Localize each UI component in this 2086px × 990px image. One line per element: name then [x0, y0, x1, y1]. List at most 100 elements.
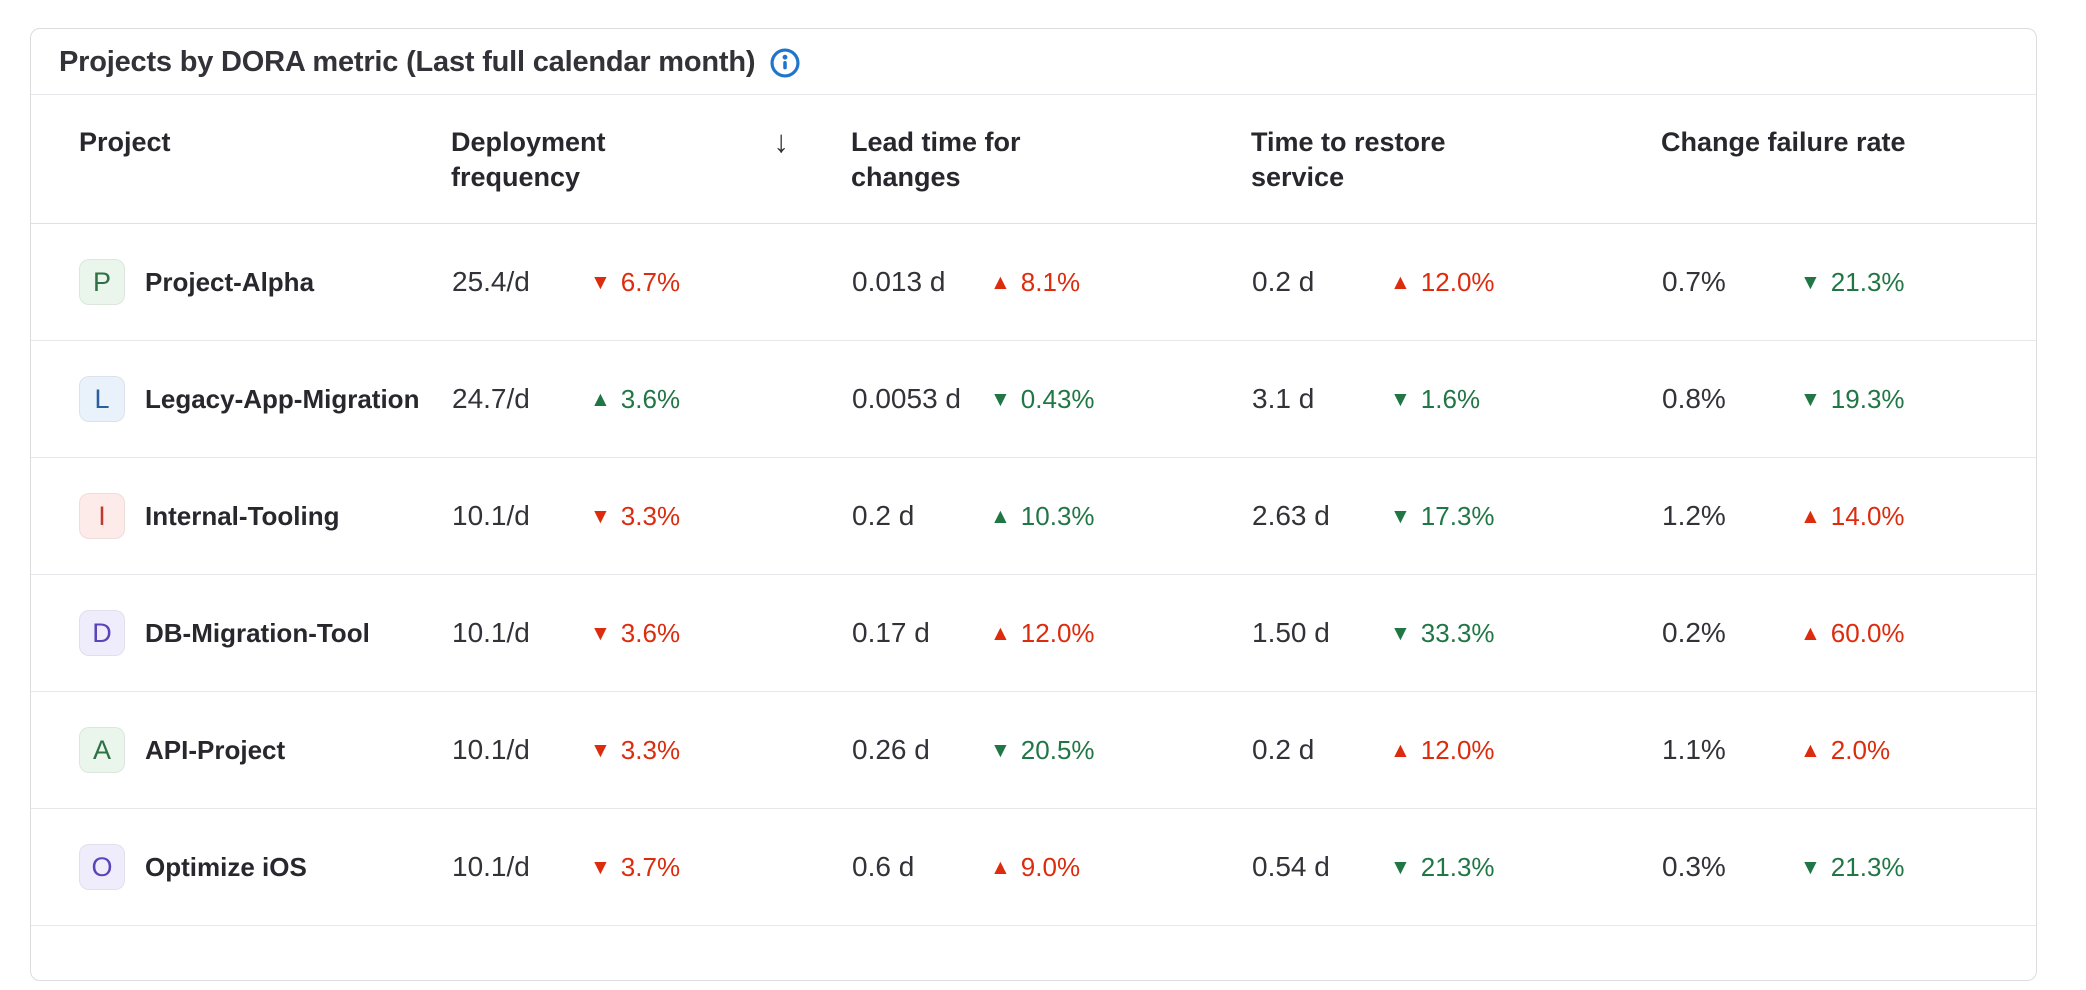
trend-icon: ▼ [990, 738, 1011, 762]
metric-value: 10.1/d [452, 851, 530, 883]
table-row: I Internal-Tooling 10.1/d ▼ 3.3% 0.2 d ▲ 1… [31, 457, 2036, 576]
trend-percent: 3.3% [620, 734, 681, 765]
project-cell: D DB-Migration-Tool [31, 574, 451, 693]
dora-metrics-table: Project Deployment frequency ↓ Lead time… [31, 95, 2036, 927]
metric-delta: ▲ 12.0% [1390, 267, 1495, 298]
column-header-lead-time-for-changes[interactable]: Lead time for changes [851, 95, 1251, 225]
metric-value: 3.1 d [1252, 383, 1315, 415]
change-failure-rate-cell: 1.2% ▲ 14.0% [1661, 457, 2036, 576]
trend-icon: ▼ [1800, 387, 1821, 411]
trend-icon: ▲ [590, 387, 611, 411]
metric-value: 0.17 d [852, 617, 930, 649]
trend-percent: 21.3% [1830, 851, 1905, 882]
table-row: D DB-Migration-Tool 10.1/d ▼ 3.6% 0.17 d … [31, 574, 2036, 693]
deployment-frequency-cell: 10.1/d ▼ 3.6% [451, 574, 851, 693]
dora-metrics-card: Projects by DORA metric (Last full calen… [30, 28, 2037, 982]
project-avatar[interactable]: P [79, 259, 125, 306]
metric-value: 0.2 d [1252, 734, 1315, 766]
metric-delta: ▲ 10.3% [990, 501, 1095, 532]
metric-value: 1.2% [1662, 500, 1726, 532]
project-avatar[interactable]: L [79, 376, 125, 423]
change-failure-rate-cell: 0.3% ▼ 21.3% [1661, 808, 2036, 927]
metric-value: 0.2 d [1252, 266, 1315, 298]
metric-value: 10.1/d [452, 500, 530, 532]
metric-delta: ▼ 3.7% [590, 852, 680, 883]
column-header-deployment-frequency[interactable]: Deployment frequency ↓ [451, 95, 851, 225]
change-failure-rate-cell: 0.8% ▼ 19.3% [1661, 340, 2036, 459]
sort-descending-icon: ↓ [773, 124, 790, 159]
trend-icon: ▲ [990, 504, 1011, 528]
trend-icon: ▲ [1800, 738, 1821, 762]
metric-value: 10.1/d [452, 617, 530, 649]
trend-icon: ▼ [1390, 387, 1411, 411]
metric-value: 0.7% [1662, 266, 1726, 298]
project-name[interactable]: Optimize iOS [145, 851, 307, 882]
project-avatar[interactable]: A [79, 727, 125, 774]
trend-percent: 33.3% [1420, 617, 1495, 648]
metric-delta: ▲ 2.0% [1800, 735, 1890, 766]
trend-icon: ▼ [590, 855, 611, 879]
lead-time-cell: 0.26 d ▼ 20.5% [851, 691, 1251, 810]
project-name[interactable]: DB-Migration-Tool [145, 617, 370, 648]
column-label: Project [79, 127, 171, 157]
project-cell: O Optimize iOS [31, 808, 451, 927]
project-cell: L Legacy-App-Migration [31, 340, 451, 459]
trend-icon: ▼ [1390, 621, 1411, 645]
project-avatar[interactable]: D [79, 610, 125, 657]
metric-delta: ▼ 1.6% [1390, 384, 1480, 415]
table-body: P Project-Alpha 25.4/d ▼ 6.7% 0.013 d ▲ 8.… [31, 223, 2036, 927]
trend-icon: ▲ [990, 270, 1011, 294]
trend-icon: ▲ [1390, 270, 1411, 294]
trend-icon: ▲ [990, 621, 1011, 645]
trend-percent: 21.3% [1420, 851, 1495, 882]
deployment-frequency-cell: 10.1/d ▼ 3.7% [451, 808, 851, 927]
metric-delta: ▲ 8.1% [990, 267, 1080, 298]
trend-icon: ▼ [590, 738, 611, 762]
metric-delta: ▲ 9.0% [990, 852, 1080, 883]
trend-percent: 1.6% [1420, 383, 1481, 414]
metric-value: 2.63 d [1252, 500, 1330, 532]
column-header-project[interactable]: Project [31, 95, 451, 225]
column-header-time-to-restore-service[interactable]: Time to restore service [1251, 95, 1661, 225]
column-label: Deployment frequency [451, 127, 606, 193]
trend-percent: 3.6% [620, 383, 681, 414]
time-to-restore-cell: 1.50 d ▼ 33.3% [1251, 574, 1661, 693]
trend-icon: ▼ [590, 504, 611, 528]
change-failure-rate-cell: 0.7% ▼ 21.3% [1661, 223, 2036, 342]
trend-percent: 17.3% [1420, 500, 1495, 531]
trend-percent: 0.43% [1020, 383, 1095, 414]
trend-percent: 21.3% [1830, 266, 1905, 297]
trend-icon: ▲ [1800, 621, 1821, 645]
trend-icon: ▼ [590, 621, 611, 645]
metric-value: 0.6 d [852, 851, 915, 883]
metric-value: 1.1% [1662, 734, 1726, 766]
deployment-frequency-cell: 10.1/d ▼ 3.3% [451, 691, 851, 810]
project-avatar[interactable]: I [79, 493, 125, 540]
metric-value: 0.26 d [852, 734, 930, 766]
table-header: Project Deployment frequency ↓ Lead time… [31, 95, 2036, 225]
trend-percent: 3.3% [620, 500, 681, 531]
metric-delta: ▲ 60.0% [1800, 618, 1905, 649]
project-name[interactable]: API-Project [145, 734, 286, 765]
project-avatar[interactable]: O [79, 844, 125, 891]
metric-value: 0.0053 d [852, 383, 961, 415]
time-to-restore-cell: 0.54 d ▼ 21.3% [1251, 808, 1661, 927]
metric-delta: ▼ 3.6% [590, 618, 680, 649]
metric-delta: ▼ 20.5% [990, 735, 1095, 766]
deployment-frequency-cell: 24.7/d ▲ 3.6% [451, 340, 851, 459]
trend-percent: 3.7% [620, 851, 681, 882]
project-name[interactable]: Internal-Tooling [145, 500, 340, 531]
column-header-change-failure-rate[interactable]: Change failure rate [1661, 95, 2036, 225]
table-row: A API-Project 10.1/d ▼ 3.3% 0.26 d ▼ 20.5%… [31, 691, 2036, 810]
metric-value: 0.54 d [1252, 851, 1330, 883]
metric-delta: ▼ 6.7% [590, 267, 680, 298]
project-name[interactable]: Project-Alpha [145, 266, 315, 297]
project-name[interactable]: Legacy-App-Migration [145, 383, 420, 414]
time-to-restore-cell: 3.1 d ▼ 1.6% [1251, 340, 1661, 459]
metric-delta: ▲ 12.0% [990, 618, 1095, 649]
column-label: Time to restore service [1251, 127, 1446, 193]
column-label: Change failure rate [1661, 127, 1906, 157]
lead-time-cell: 0.2 d ▲ 10.3% [851, 457, 1251, 576]
info-icon[interactable] [770, 47, 800, 78]
table-row: O Optimize iOS 10.1/d ▼ 3.7% 0.6 d ▲ 9.0% … [31, 808, 2036, 927]
